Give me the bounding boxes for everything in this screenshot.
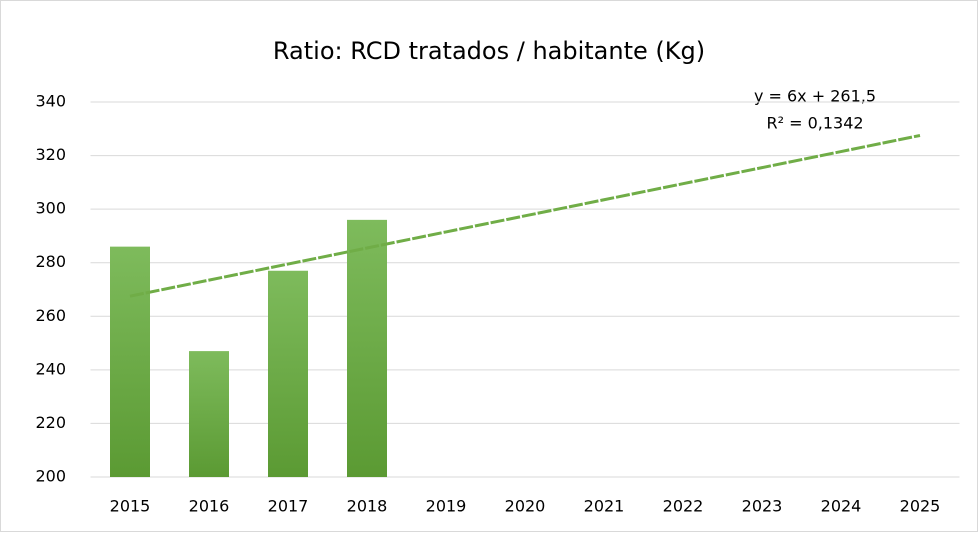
y-tick-label: 300 — [35, 199, 66, 218]
x-tick-label: 2018 — [347, 497, 388, 516]
bar — [110, 246, 150, 477]
y-tick-label: 220 — [35, 413, 66, 432]
y-tick-label: 280 — [35, 252, 66, 271]
x-tick-label: 2023 — [742, 497, 783, 516]
x-tick-label: 2021 — [584, 497, 625, 516]
x-tick-label: 2019 — [426, 497, 467, 516]
trendline-equation: y = 6x + 261,5 — [754, 87, 876, 106]
bar — [347, 219, 387, 477]
trendline-r2: R² = 0,1342 — [766, 114, 863, 133]
x-tick-label: 2024 — [821, 497, 862, 516]
x-tick-label: 2025 — [900, 497, 941, 516]
bar — [268, 270, 308, 477]
y-tick-label: 200 — [35, 467, 66, 486]
x-tick-label: 2017 — [268, 497, 309, 516]
x-tick-label: 2022 — [663, 497, 704, 516]
trendline — [129, 134, 921, 298]
x-tick-label: 2020 — [505, 497, 546, 516]
y-tick-label: 240 — [35, 359, 66, 378]
chart-title: Ratio: RCD tratados / habitante (Kg) — [273, 37, 705, 65]
y-tick-label: 320 — [35, 145, 66, 164]
bar — [189, 351, 229, 477]
y-tick-label: 260 — [35, 306, 66, 325]
y-tick-label: 340 — [35, 92, 66, 111]
x-tick-label: 2016 — [189, 497, 230, 516]
x-tick-label: 2015 — [110, 497, 151, 516]
